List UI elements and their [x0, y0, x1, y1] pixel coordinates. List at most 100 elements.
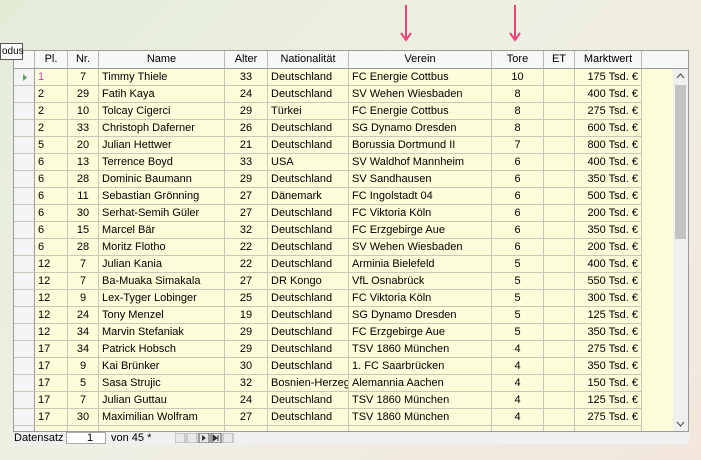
cell[interactable]: Christoph Daferner [99, 120, 225, 137]
cell[interactable]: 7 [68, 256, 99, 273]
column-header[interactable]: Nationalität [268, 51, 349, 69]
first-button[interactable] [175, 433, 186, 443]
row-selector[interactable] [14, 375, 35, 392]
cell[interactable]: 4 [492, 358, 544, 375]
cell[interactable]: 12 [35, 256, 68, 273]
column-header[interactable]: Verein [349, 51, 492, 69]
cell[interactable]: 600 Tsd. € [575, 120, 642, 137]
column-header[interactable]: Nr. [68, 51, 99, 69]
cell[interactable]: 12 [35, 273, 68, 290]
cell[interactable]: Deutschland [268, 171, 349, 188]
cell[interactable]: Marvin Stefaniak [99, 324, 225, 341]
cell[interactable]: 24 [225, 86, 268, 103]
cell[interactable]: 12 [35, 290, 68, 307]
cell[interactable]: Julian Kania [99, 256, 225, 273]
cell[interactable]: 5 [492, 256, 544, 273]
cell[interactable]: 6 [35, 222, 68, 239]
cell[interactable]: 24 [225, 392, 268, 409]
row-selector[interactable] [14, 409, 35, 426]
cell[interactable]: 350 Tsd. € [575, 358, 642, 375]
cell[interactable]: 5 [492, 290, 544, 307]
cell[interactable] [544, 171, 575, 188]
scroll-thumb[interactable] [675, 85, 686, 239]
cell[interactable]: Alemannia Aachen [349, 375, 492, 392]
cell[interactable]: 5 [68, 375, 99, 392]
cell[interactable]: Deutschland [268, 290, 349, 307]
cell[interactable]: Deutschland [268, 205, 349, 222]
row-selector[interactable] [14, 86, 35, 103]
row-selector[interactable] [14, 341, 35, 358]
cell[interactable]: Lex-Tyger Lobinger [99, 290, 225, 307]
cell[interactable]: 2 [35, 86, 68, 103]
cell[interactable]: 275 Tsd. € [575, 341, 642, 358]
cell[interactable]: Deutschland [268, 86, 349, 103]
cell[interactable]: 9 [68, 290, 99, 307]
cell[interactable]: 300 Tsd. € [575, 290, 642, 307]
cell[interactable]: 275 Tsd. € [575, 409, 642, 426]
cell[interactable]: 8 [492, 86, 544, 103]
cell[interactable]: 4 [492, 375, 544, 392]
cell[interactable]: 400 Tsd. € [575, 86, 642, 103]
cell[interactable]: Deutschland [268, 222, 349, 239]
row-selector[interactable] [14, 154, 35, 171]
cell[interactable]: 6 [492, 222, 544, 239]
cell[interactable]: 30 [68, 205, 99, 222]
column-header[interactable]: ET [544, 51, 575, 69]
cell[interactable]: 32 [225, 375, 268, 392]
cell[interactable]: 10 [492, 69, 544, 86]
cell[interactable]: 400 Tsd. € [575, 256, 642, 273]
cell[interactable]: 33 [68, 120, 99, 137]
cell[interactable]: 6 [35, 154, 68, 171]
cell[interactable]: 150 Tsd. € [575, 375, 642, 392]
cell[interactable] [544, 86, 575, 103]
cell[interactable]: 27 [225, 273, 268, 290]
cell[interactable]: Julian Guttau [99, 392, 225, 409]
cell[interactable]: 22 [225, 256, 268, 273]
cell[interactable]: FC Energie Cottbus [349, 103, 492, 120]
cell[interactable]: SV Wehen Wiesbaden [349, 239, 492, 256]
cell[interactable]: Borussia Dortmund II [349, 137, 492, 154]
cell[interactable] [544, 103, 575, 120]
cell[interactable]: SV Waldhof Mannheim [349, 154, 492, 171]
cell[interactable]: Dänemark [268, 188, 349, 205]
cell[interactable]: FC Energie Cottbus [349, 69, 492, 86]
cell[interactable]: 32 [225, 222, 268, 239]
cell[interactable]: 6 [35, 171, 68, 188]
row-selector[interactable] [14, 222, 35, 239]
cell[interactable]: Sebastian Grönning [99, 188, 225, 205]
cell[interactable]: 34 [68, 324, 99, 341]
cell[interactable]: 27 [225, 188, 268, 205]
cell[interactable]: Arminia Bielefeld [349, 256, 492, 273]
row-selector[interactable] [14, 392, 35, 409]
cell[interactable] [544, 205, 575, 222]
cell[interactable] [544, 154, 575, 171]
cell[interactable] [544, 409, 575, 426]
cell[interactable]: 7 [68, 392, 99, 409]
cell[interactable]: VfL Osnabrück [349, 273, 492, 290]
cell[interactable]: TSV 1860 München [349, 392, 492, 409]
cell[interactable]: 8 [492, 103, 544, 120]
row-selector[interactable] [14, 188, 35, 205]
cell[interactable]: 7 [492, 137, 544, 154]
cell[interactable]: 30 [68, 409, 99, 426]
cell[interactable]: Maximilian Wolfram [99, 409, 225, 426]
cell[interactable]: 17 [35, 409, 68, 426]
cell[interactable]: FC Ingolstadt 04 [349, 188, 492, 205]
cell[interactable]: Dominic Baumann [99, 171, 225, 188]
cell[interactable]: Deutschland [268, 256, 349, 273]
row-selector[interactable] [14, 307, 35, 324]
row-selector[interactable] [14, 69, 35, 86]
cell[interactable]: Deutschland [268, 324, 349, 341]
cell[interactable]: 17 [35, 358, 68, 375]
cell[interactable]: 25 [225, 290, 268, 307]
cell[interactable]: 26 [225, 120, 268, 137]
cell[interactable]: 350 Tsd. € [575, 171, 642, 188]
column-header[interactable]: Marktwert [575, 51, 642, 69]
cell[interactable] [544, 290, 575, 307]
cell[interactable]: Türkei [268, 103, 349, 120]
cell[interactable]: 22 [225, 239, 268, 256]
cell[interactable]: SV Wehen Wiesbaden [349, 86, 492, 103]
cell[interactable]: 29 [68, 86, 99, 103]
cell[interactable]: Terrence Boyd [99, 154, 225, 171]
row-selector[interactable] [14, 137, 35, 154]
